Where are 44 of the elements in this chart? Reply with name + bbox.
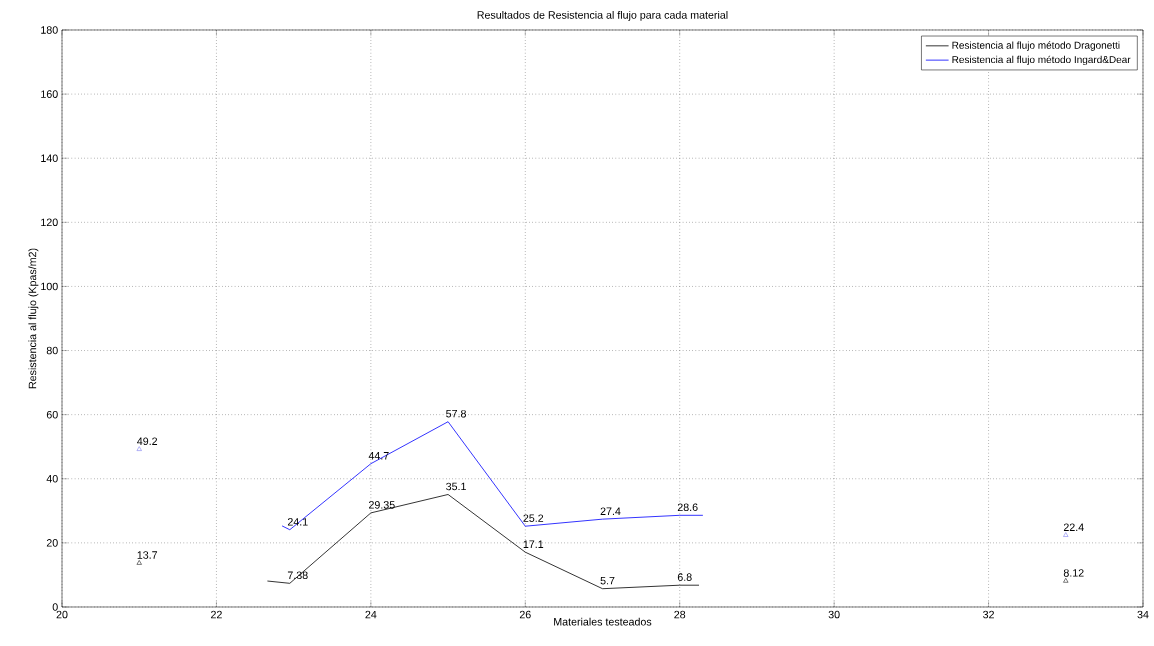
y-tick-label: 60 [46, 410, 58, 419]
chart-title: Resultados de Resistencia al flujo para cada material [477, 10, 728, 21]
y-tick-label: 180 [41, 26, 58, 34]
x-tick-label: 20 [56, 610, 68, 619]
x-axis-title: Materiales testeados [554, 617, 652, 626]
y-tick-label: 0 [52, 603, 58, 611]
data-label: 57.8 [446, 409, 466, 418]
data-label: 29.35 [369, 501, 395, 509]
data-label: 35.1 [446, 482, 466, 491]
y-tick-label: 120 [41, 218, 58, 227]
x-tick-label: 28 [674, 610, 686, 619]
data-label: 5.7 [600, 577, 615, 585]
y-tick-label: 100 [41, 282, 58, 291]
data-label: 6.8 [677, 573, 692, 581]
data-label: 28.6 [677, 503, 698, 512]
legend-label: Resistencia al flujo método Dragonetti [952, 41, 1120, 51]
data-label: 22.4 [1063, 523, 1084, 531]
legend-label: Resistencia al flujo método Ingard&Dear [952, 55, 1131, 66]
point [136, 560, 142, 565]
x-tick-label: 26 [519, 610, 531, 619]
point [1063, 532, 1069, 537]
data-label: 17.1 [523, 540, 544, 548]
y-tick-label: 140 [41, 154, 58, 162]
y-tick-label: 40 [46, 474, 58, 483]
x-tick-label: 24 [365, 610, 377, 619]
data-label: 24.1 [287, 518, 308, 526]
y-tick-label: 160 [41, 90, 58, 98]
data-label: 13.7 [137, 551, 158, 559]
point [136, 446, 142, 451]
x-tick-label: 22 [211, 610, 222, 619]
data-label: 8.12 [1063, 569, 1084, 577]
x-tick-label: 34 [1137, 610, 1149, 619]
y-axis-title: Resistencia al flujo (Kpas/m2) [28, 248, 39, 389]
data-label: 49.2 [137, 437, 158, 446]
y-tick-label: 20 [46, 539, 58, 547]
line-series [266, 494, 700, 590]
data-label: 27.4 [600, 507, 621, 515]
point [1063, 578, 1069, 583]
data-label: 7.38 [287, 571, 308, 580]
data-label: 25.2 [523, 514, 544, 522]
line-series [281, 421, 704, 531]
y-tick-label: 80 [46, 346, 58, 355]
x-tick-label: 32 [983, 610, 994, 619]
x-tick-label: 30 [828, 610, 840, 619]
